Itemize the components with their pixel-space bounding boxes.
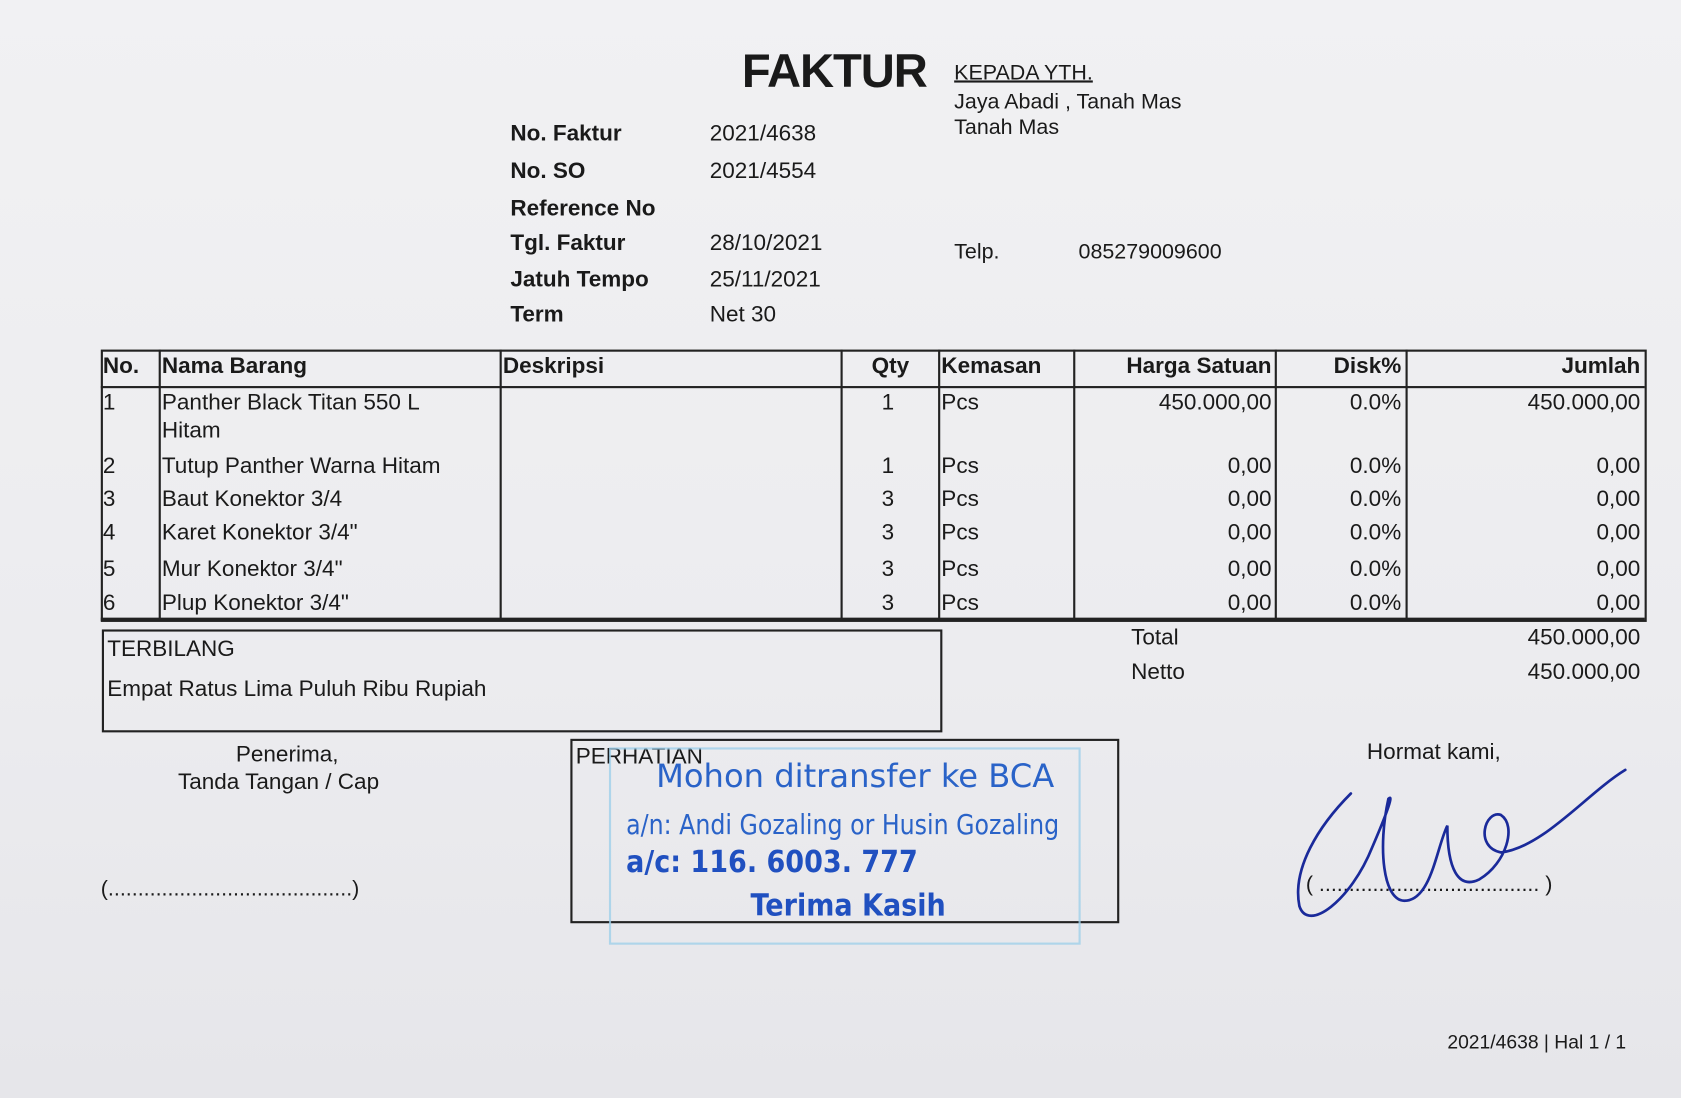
col-divider [158,349,161,620]
meta-label: No. Faktur [510,121,622,146]
column-header: Kemasan [941,353,1042,379]
cell-disc: 0.0% [1349,453,1402,479]
stamp-line: a/n: Andi Gozaling or Husin Gozaling [626,809,1060,842]
col-divider [499,349,502,620]
cell-price: 0,00 [1227,590,1272,616]
cell-qty: 1 [881,390,895,415]
cell-qty: 1 [881,453,895,479]
cell-total: 0,00 [1596,590,1641,616]
col-divider [1073,349,1076,620]
cell-unit: Pcs [941,556,979,582]
column-header: No. [102,353,140,379]
document-title: FAKTUR [741,45,928,98]
phone-label: Telp. [954,240,1000,264]
cell-qty: 3 [881,590,895,616]
column-header: Harga Satuan [1126,353,1272,379]
meta-value: Net 30 [709,302,777,328]
col-divider [938,349,941,620]
total-label: Total [1131,625,1179,650]
cell-disc: 0.0% [1349,590,1402,616]
cell-name: Mur Konektor 3/4" [161,556,343,582]
cell-price: 0,00 [1227,520,1272,545]
cell-total: 0,00 [1596,453,1641,479]
meta-value: 2021/4638 [709,121,817,146]
meta-label: Term [510,302,564,328]
cell-disc: 0.0% [1349,520,1402,545]
cell-no: 4 [102,520,116,545]
cell-price: 0,00 [1227,453,1272,479]
meta-label: No. SO [510,158,586,184]
cell-unit: Pcs [941,486,979,512]
cell-qty: 3 [881,486,895,512]
table-bottom [100,617,1645,621]
cell-qty: 3 [881,520,895,545]
receiver-sublabel: Tanda Tangan / Cap [177,769,380,795]
receiver-signature-line: (.......................................… [100,877,360,901]
col-divider [1274,349,1277,620]
meta-label: Jatuh Tempo [510,267,649,292]
cell-price: 0,00 [1227,556,1272,582]
recipient-line1: Jaya Abadi , Tanah Mas [954,90,1182,114]
cell-no: 2 [102,453,116,479]
column-header: Nama Barang [161,353,308,379]
cell-unit: Pcs [941,453,979,479]
cell-disc: 0.0% [1349,390,1402,415]
sender-signature-line: ( ..................................... … [1305,872,1553,897]
sender-label: Hormat kami, [1366,739,1501,765]
header-divider [100,386,1645,389]
stamp-line: Mohon ditransfer ke BCA [656,758,1055,796]
cell-unit: Pcs [941,520,979,545]
cell-no: 6 [102,590,116,616]
cell-total: 0,00 [1596,520,1641,545]
meta-value: 28/10/2021 [709,230,823,256]
netto-value: 450.000,00 [1527,659,1641,685]
cell-total: 0,00 [1596,486,1641,512]
column-header: Disk% [1333,353,1402,379]
column-header: Jumlah [1561,353,1641,379]
cell-total: 450.000,00 [1527,390,1641,415]
col-divider [840,349,843,620]
column-header: Deskripsi [502,353,605,379]
cell-disc: 0.0% [1349,486,1402,512]
recipient-heading: KEPADA YTH. [954,61,1093,85]
stamp-line: a/c: 116. 6003. 777 [626,843,918,880]
cell-name: Panther Black Titan 550 L Hitam [161,390,419,443]
cell-price: 450.000,00 [1158,390,1272,415]
terbilang-box [101,629,943,733]
cell-name: Baut Konektor 3/4 [161,486,343,512]
netto-label: Netto [1131,659,1185,685]
cell-name: Tutup Panther Warna Hitam [161,453,441,479]
stamp-line: Terima Kasih [750,887,946,924]
cell-name: Karet Konektor 3/4" [161,520,358,545]
page-reference: 2021/4638 | Hal 1 / 1 [1447,1031,1627,1053]
recipient-line2: Tanah Mas [954,115,1060,140]
cell-total: 0,00 [1596,556,1641,582]
cell-no: 1 [102,390,116,415]
meta-label: Tgl. Faktur [510,230,626,256]
terbilang-value: Empat Ratus Lima Puluh Ribu Rupiah [107,676,487,702]
attention-box [570,738,1120,924]
cell-price: 0,00 [1227,486,1272,512]
meta-label: Reference No [510,196,656,221]
column-header: Qty [871,353,910,379]
cell-no: 5 [102,556,116,582]
phone-value: 085279009600 [1078,240,1222,264]
cell-unit: Pcs [941,590,979,616]
bank-stamp-frame [608,747,1081,945]
cell-name: Plup Konektor 3/4" [161,590,349,616]
terbilang-label: TERBILANG [107,636,235,662]
cell-disc: 0.0% [1349,556,1402,582]
cell-no: 3 [102,486,116,512]
handwritten-signature [1296,768,1627,918]
meta-value: 25/11/2021 [709,267,821,292]
receiver-label: Penerima, [235,742,339,767]
cell-qty: 3 [881,556,895,582]
col-divider [1405,349,1408,620]
cell-unit: Pcs [941,390,979,415]
meta-value: 2021/4554 [709,158,817,184]
total-value: 450.000,00 [1527,625,1641,650]
